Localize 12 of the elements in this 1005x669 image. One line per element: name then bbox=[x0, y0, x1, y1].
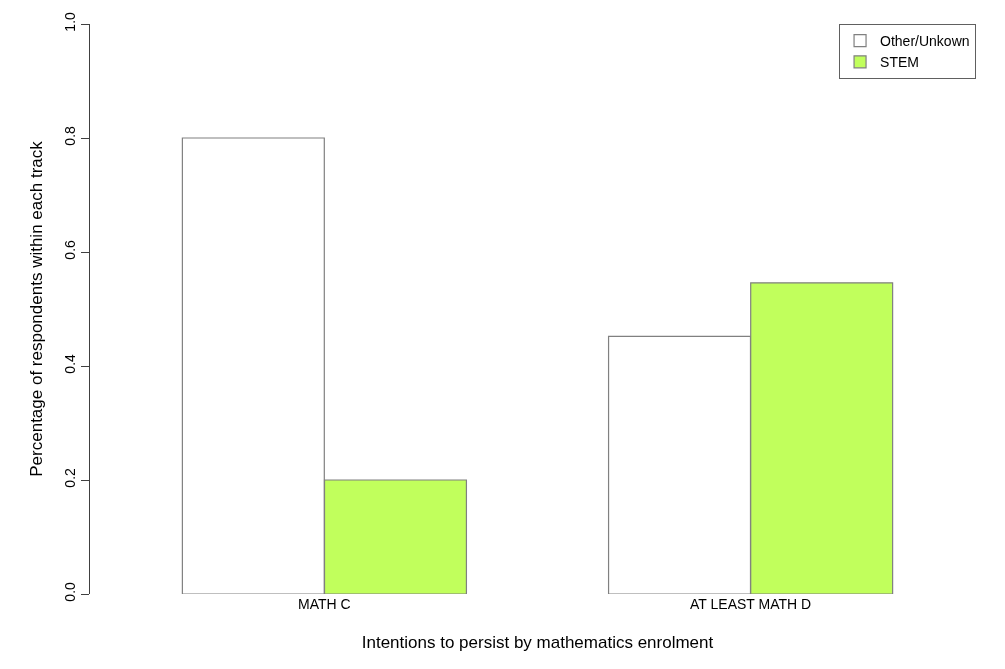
legend-label: STEM bbox=[880, 54, 919, 71]
x-tick-label: AT LEAST MATH D bbox=[690, 596, 812, 612]
y-tick-label: 0.6 bbox=[62, 239, 79, 260]
y-tick-label: 1.0 bbox=[62, 11, 79, 32]
x-tick-label: MATH C bbox=[298, 596, 351, 612]
y-tick-label: 0.0 bbox=[62, 581, 79, 602]
x-axis-title: Intentions to persist by mathematics enrolment bbox=[361, 633, 714, 653]
y-tick-label: 0.2 bbox=[62, 467, 79, 488]
y-tick-label: 0.8 bbox=[62, 125, 79, 146]
y-axis-title: Percentage of respondents within each track bbox=[26, 140, 46, 477]
legend-label: Other/Unkown bbox=[880, 33, 970, 50]
y-tick-label: 0.4 bbox=[62, 353, 79, 374]
